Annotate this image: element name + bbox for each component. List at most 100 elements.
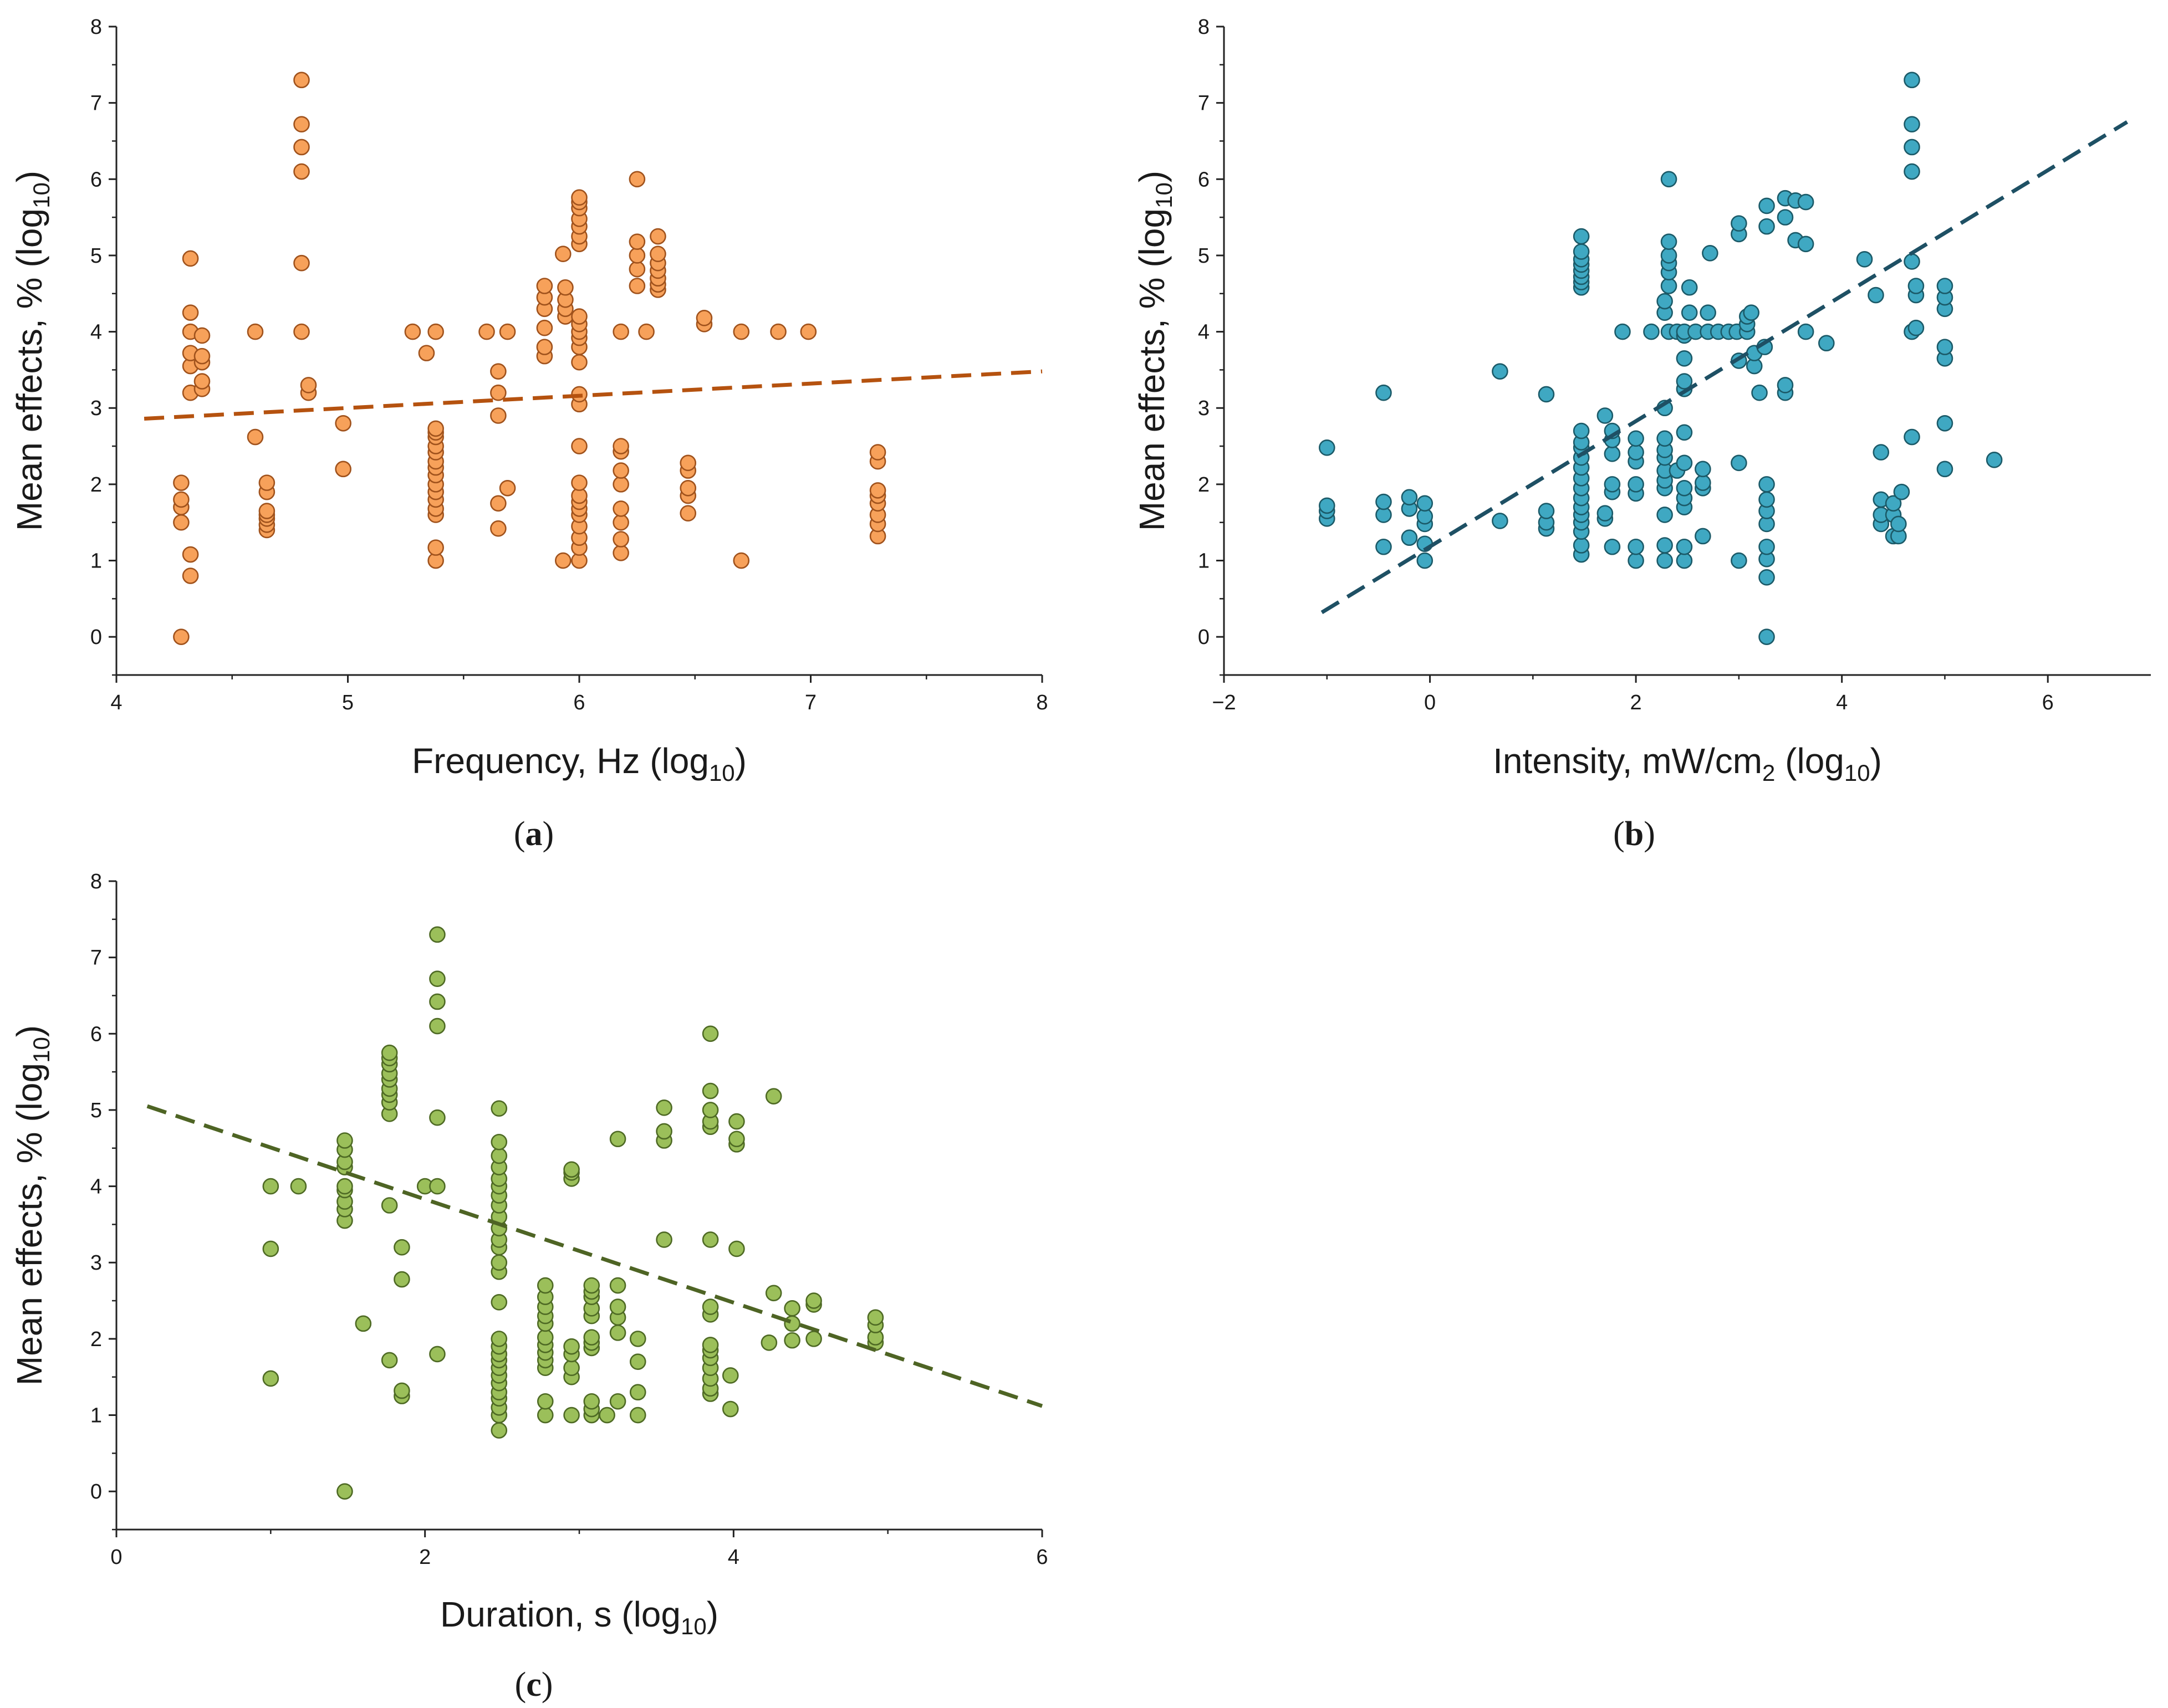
b-x-tick-label: −2 bbox=[1212, 691, 1236, 714]
a-x-axis-title: Frequency, Hz (log10) bbox=[412, 741, 747, 786]
a-data-point bbox=[427, 539, 444, 556]
a-trend-line bbox=[144, 369, 1043, 421]
c-data-point bbox=[702, 1082, 719, 1100]
b-data-point bbox=[1375, 538, 1392, 555]
a-data-point bbox=[680, 479, 697, 497]
a-data-point bbox=[613, 476, 629, 493]
a-data-point bbox=[571, 354, 588, 371]
a-y-tick-label: 6 bbox=[90, 168, 102, 191]
a-data-point bbox=[478, 323, 495, 340]
c-data-point bbox=[728, 1240, 745, 1257]
a-data-point bbox=[173, 474, 190, 491]
b-data-point bbox=[1868, 287, 1884, 304]
c-data-point bbox=[728, 1131, 745, 1148]
a-data-point bbox=[335, 461, 351, 478]
b-y-tick-label: 6 bbox=[1198, 168, 1210, 191]
a-data-point bbox=[613, 438, 629, 454]
b-data-point bbox=[1538, 503, 1555, 519]
a-data-point bbox=[182, 250, 199, 267]
b-data-point bbox=[1676, 552, 1693, 569]
c-x-tick-label: 6 bbox=[1036, 1546, 1048, 1569]
a-data-point bbox=[629, 278, 646, 294]
c-y-tick-label: 3 bbox=[90, 1251, 102, 1275]
b-data-point bbox=[1492, 513, 1508, 529]
b-data-point bbox=[1758, 491, 1775, 508]
b-data-point bbox=[1604, 446, 1621, 462]
a-data-point bbox=[733, 552, 750, 569]
c-data-point bbox=[609, 1393, 626, 1410]
b-data-point bbox=[1660, 247, 1677, 264]
c-data-point bbox=[702, 1337, 719, 1353]
b-data-point bbox=[1596, 505, 1614, 521]
c-y-tick-label: 0 bbox=[90, 1480, 102, 1504]
a-x-tick-label: 6 bbox=[573, 691, 585, 714]
b-data-point bbox=[1777, 377, 1794, 393]
c-data-point bbox=[629, 1331, 646, 1347]
b-data-point bbox=[1318, 439, 1335, 456]
b-data-point bbox=[1318, 497, 1335, 514]
a-data-point bbox=[490, 520, 507, 537]
a-data-point bbox=[536, 339, 553, 355]
a-y-tick-label: 3 bbox=[90, 397, 102, 420]
c-data-point bbox=[765, 1088, 782, 1104]
a-y-tick-label: 7 bbox=[90, 92, 102, 115]
b-data-point bbox=[1797, 236, 1814, 253]
c-y-tick-label: 2 bbox=[90, 1328, 102, 1351]
b-data-point bbox=[1660, 171, 1677, 188]
a-y-axis-title-text: ) bbox=[9, 171, 49, 182]
b-x-axis-title-text: (log bbox=[1775, 741, 1844, 781]
c-y-tick-label: 7 bbox=[90, 947, 102, 970]
c-data-point bbox=[537, 1393, 554, 1410]
c-data-point bbox=[583, 1329, 600, 1346]
a-data-point bbox=[536, 319, 553, 336]
b-data-point bbox=[1758, 218, 1775, 235]
c-data-point bbox=[429, 1109, 446, 1126]
c-data-point bbox=[722, 1400, 739, 1418]
c-data-point bbox=[702, 1025, 719, 1042]
b-y-axis-title-text: Mean effects, % (log bbox=[1132, 208, 1172, 531]
c-data-point bbox=[656, 1231, 672, 1248]
a-data-point bbox=[173, 491, 190, 508]
b-data-point bbox=[1873, 444, 1890, 461]
c-data-point bbox=[722, 1367, 739, 1384]
c-x-tick-label: 4 bbox=[728, 1546, 739, 1569]
a-data-point bbox=[613, 531, 629, 548]
a-data-point bbox=[869, 444, 886, 461]
a-y-tick-label: 4 bbox=[90, 321, 102, 344]
c-data-point bbox=[867, 1309, 884, 1326]
c-data-point bbox=[537, 1329, 554, 1346]
c-data-point bbox=[381, 1197, 398, 1214]
b-data-point bbox=[1758, 538, 1775, 555]
b-y-tick-label: 5 bbox=[1198, 244, 1210, 268]
c-data-point bbox=[537, 1277, 554, 1294]
a-panel-label-letter: a bbox=[526, 815, 543, 853]
b-data-point bbox=[1936, 461, 1953, 478]
a-data-point bbox=[629, 247, 646, 264]
b-data-point bbox=[1375, 384, 1392, 401]
a-data-point bbox=[629, 233, 646, 250]
b-data-point bbox=[1731, 454, 1747, 472]
c-data-point bbox=[491, 1147, 508, 1164]
b-x-axis-title: Intensity, mW/cm2 (log10) bbox=[1493, 741, 1882, 786]
b-data-point bbox=[1936, 339, 1953, 355]
b-data-point bbox=[1656, 430, 1673, 447]
b-data-point bbox=[1904, 139, 1920, 156]
c-data-point bbox=[609, 1131, 626, 1148]
c-data-point bbox=[805, 1292, 822, 1309]
b-data-point bbox=[1656, 293, 1673, 310]
c-y-tick-label: 6 bbox=[90, 1022, 102, 1046]
b-data-point bbox=[1758, 197, 1775, 214]
c-data-point bbox=[336, 1132, 353, 1149]
b-data-point bbox=[1596, 407, 1614, 424]
a-data-point bbox=[733, 323, 750, 340]
b-panel-label-paren: ) bbox=[1644, 815, 1655, 853]
a-data-point bbox=[293, 254, 310, 272]
a-panel-label-paren: ) bbox=[543, 815, 554, 853]
b-x-tick-label: 2 bbox=[1630, 691, 1642, 714]
b-y-tick-label: 2 bbox=[1198, 473, 1210, 497]
b-data-point bbox=[1986, 452, 2003, 468]
c-data-point bbox=[629, 1353, 646, 1370]
a-data-point bbox=[696, 310, 713, 326]
